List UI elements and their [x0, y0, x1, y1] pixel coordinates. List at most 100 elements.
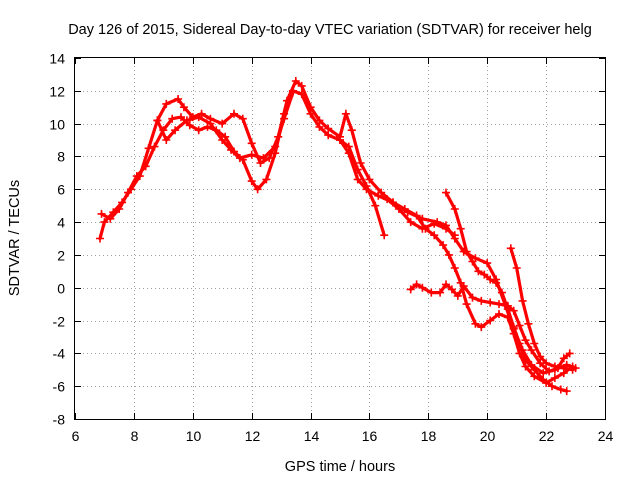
data-point [521, 336, 530, 345]
y-tick-label: 10 [49, 117, 65, 133]
data-point [380, 231, 389, 240]
x-tick-label: 8 [131, 428, 139, 444]
data-point [247, 139, 256, 148]
data-point [456, 224, 465, 233]
x-tick-label: 6 [72, 428, 80, 444]
data-point [556, 385, 565, 394]
data-point [374, 191, 383, 200]
data-point [509, 323, 518, 332]
data-point [262, 175, 271, 184]
data-point [406, 285, 415, 294]
data-point [486, 316, 495, 325]
y-tick-label: -2 [53, 314, 66, 330]
x-tick-label: 24 [598, 428, 614, 444]
data-point [530, 365, 539, 374]
data-point [206, 119, 215, 128]
data-point [418, 224, 427, 233]
data-point [495, 310, 503, 318]
data-point [97, 209, 106, 218]
data-point [406, 218, 415, 227]
data-point [177, 113, 185, 122]
data-point [185, 121, 194, 130]
data-point [371, 201, 380, 210]
data-point [462, 300, 471, 309]
data-point [291, 77, 300, 85]
data-point [341, 109, 350, 118]
data-point [230, 109, 238, 118]
y-tick-label: 6 [57, 182, 65, 198]
data-point [106, 214, 115, 223]
data-point [483, 259, 492, 268]
data-point [235, 154, 244, 163]
data-point [430, 231, 439, 240]
x-tick-label: 22 [539, 428, 555, 444]
data-point [365, 175, 374, 184]
data-point [477, 296, 486, 305]
data-point [436, 288, 445, 297]
data-point [297, 81, 306, 90]
data-point [512, 264, 521, 272]
data-point [518, 296, 527, 305]
y-tick-label: 2 [57, 248, 65, 264]
y-tick-label: -8 [53, 412, 66, 428]
series-trace-2 [97, 86, 389, 240]
data-point [383, 195, 392, 204]
data-point [412, 211, 421, 220]
y-tick-label: -4 [53, 346, 66, 362]
data-point [497, 288, 506, 297]
data-point [162, 136, 171, 144]
data-point [492, 278, 501, 287]
data-point [141, 162, 150, 171]
series-line [509, 246, 575, 372]
data-point [542, 359, 551, 368]
data-point [548, 382, 556, 391]
series-trace-7 [506, 244, 577, 374]
data-point [568, 365, 577, 374]
y-tick-label: 0 [57, 281, 65, 297]
data-point [442, 280, 450, 289]
data-point [471, 319, 480, 328]
data-point [468, 257, 477, 266]
data-point [477, 323, 486, 332]
data-point [545, 367, 554, 376]
data-point [444, 250, 453, 259]
data-point [447, 285, 456, 294]
data-point [539, 375, 548, 384]
data-point [297, 90, 306, 99]
data-point [453, 291, 462, 300]
data-point [171, 126, 180, 135]
data-point [315, 122, 324, 131]
data-point [442, 224, 450, 233]
data-point [115, 205, 124, 213]
data-point [503, 305, 512, 314]
data-point [515, 321, 524, 330]
data-point [524, 319, 533, 328]
data-point [150, 142, 159, 151]
data-point [412, 280, 421, 289]
data-point [288, 88, 297, 97]
y-tick-label: 12 [49, 84, 65, 100]
data-point [468, 293, 477, 302]
y-axis-label: SDTVAR / TECUs [7, 180, 23, 296]
series-trace-4 [336, 136, 577, 387]
data-point [439, 241, 448, 250]
data-point [347, 126, 356, 135]
data-point [324, 131, 333, 140]
data-point [515, 339, 524, 348]
x-tick-label: 10 [186, 428, 202, 444]
series-layer [96, 77, 580, 396]
data-point [474, 267, 483, 276]
data-point [247, 177, 256, 186]
data-point [194, 126, 203, 135]
data-point [218, 136, 227, 144]
data-point [179, 103, 188, 112]
x-tick-label: 20 [480, 428, 496, 444]
data-point [162, 99, 171, 108]
x-tick-label: 18 [421, 428, 437, 444]
data-point [550, 374, 559, 382]
data-point [182, 116, 191, 125]
data-point [356, 159, 365, 167]
data-point [100, 218, 109, 227]
